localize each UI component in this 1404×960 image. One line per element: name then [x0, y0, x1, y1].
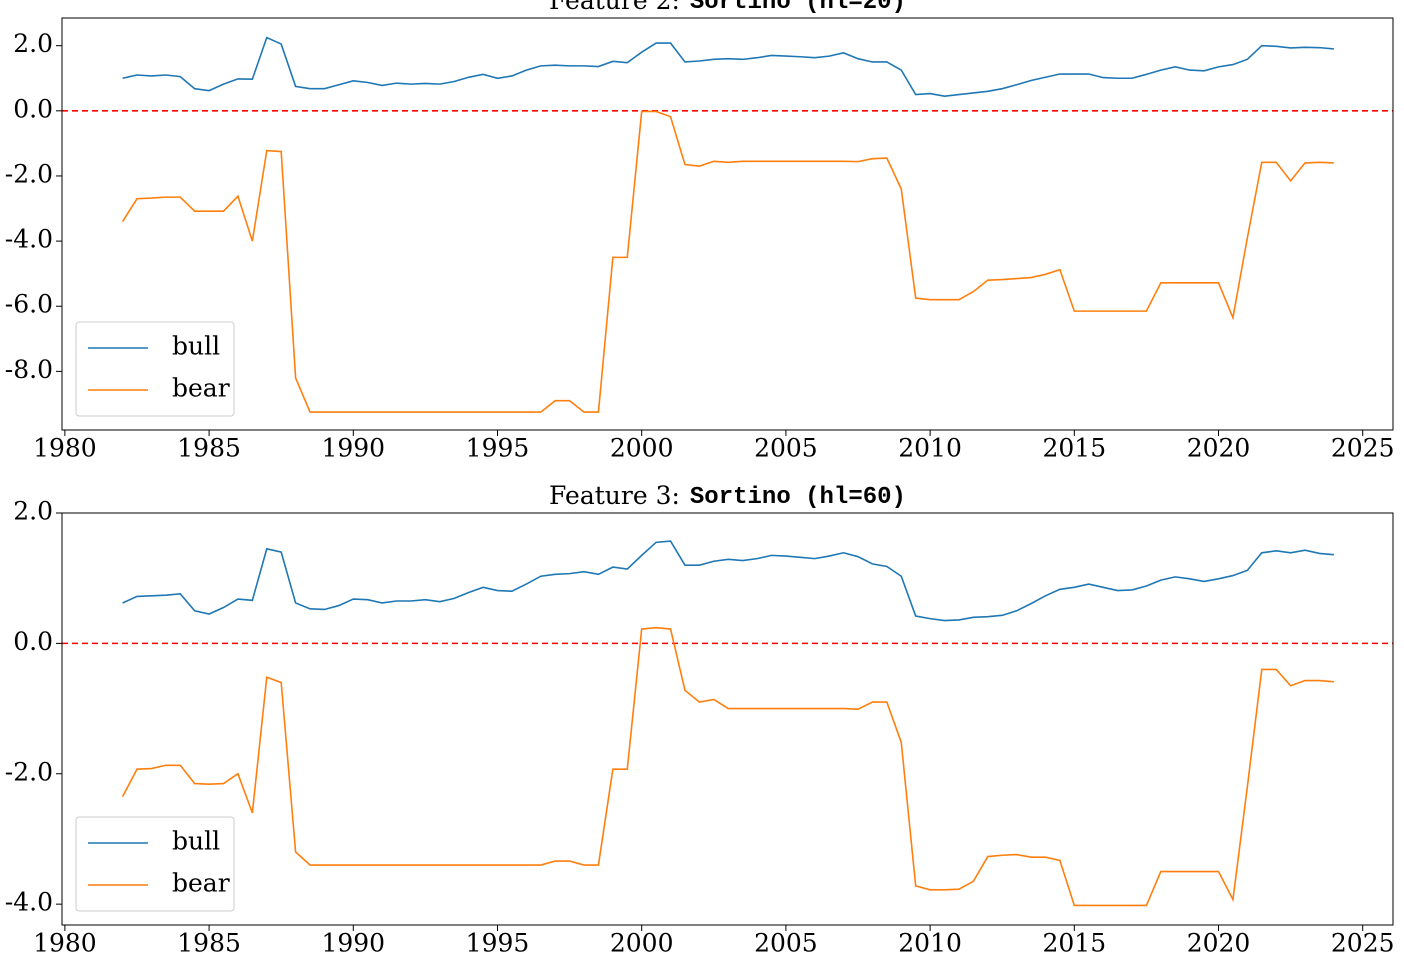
y-tick-label: -4.0 — [5, 225, 53, 254]
legend-box — [75, 816, 235, 912]
series-line — [121, 626, 1334, 907]
y-tick-label: 0.0 — [13, 94, 53, 123]
x-tick-label: 1980 — [33, 929, 97, 958]
x-tick-label: 2000 — [610, 434, 674, 463]
y-tick-label: -8.0 — [5, 355, 53, 384]
x-tick-label: 1990 — [321, 929, 385, 958]
x-tick-label: 2010 — [898, 434, 962, 463]
y-tick-label: -4.0 — [5, 888, 53, 917]
legend-label: bull — [172, 827, 220, 856]
x-tick-label: 2000 — [610, 929, 674, 958]
x-tick-label: 1980 — [33, 434, 97, 463]
legend-label: bear — [172, 374, 230, 403]
title-text: Feature 2: — [549, 0, 680, 15]
plot-frame — [61, 512, 1394, 926]
x-tick-label: 2010 — [898, 929, 962, 958]
x-tick-label: 2020 — [1187, 929, 1251, 958]
chart-title: Feature 2: Sortino (hl=20) — [549, 0, 906, 16]
x-tick-label: 2025 — [1331, 929, 1395, 958]
series-line — [122, 540, 1334, 622]
y-tick-label: 2.0 — [13, 29, 53, 58]
y-tick-label: -2.0 — [5, 159, 53, 188]
y-tick-label: -6.0 — [5, 290, 53, 319]
series-line — [122, 36, 1334, 97]
x-tick-label: 1995 — [466, 929, 530, 958]
x-tick-label: 1985 — [177, 929, 241, 958]
x-tick-label: 2015 — [1042, 929, 1106, 958]
title-code: Sortino (hl=20) — [690, 0, 906, 16]
plot-frame — [61, 17, 1394, 431]
x-tick-label: 2005 — [754, 434, 818, 463]
y-tick-label: 0.0 — [13, 627, 53, 656]
legend-label: bull — [172, 332, 220, 361]
x-tick-label: 2025 — [1331, 434, 1395, 463]
x-tick-label: 1995 — [466, 434, 530, 463]
series-line — [121, 110, 1334, 413]
y-tick-label: 2.0 — [13, 497, 53, 526]
chart-title: Feature 3: Sortino (hl=60) — [549, 481, 906, 512]
x-tick-label: 1990 — [321, 434, 385, 463]
title-code: Sortino (hl=60) — [690, 484, 906, 511]
x-tick-label: 2020 — [1187, 434, 1251, 463]
x-tick-label: 2015 — [1042, 434, 1106, 463]
x-tick-label: 1985 — [177, 434, 241, 463]
legend-label: bear — [172, 869, 230, 898]
x-tick-label: 2005 — [754, 929, 818, 958]
y-tick-label: -2.0 — [5, 757, 53, 786]
title-text: Feature 3: — [549, 481, 680, 510]
legend-box — [75, 321, 235, 417]
